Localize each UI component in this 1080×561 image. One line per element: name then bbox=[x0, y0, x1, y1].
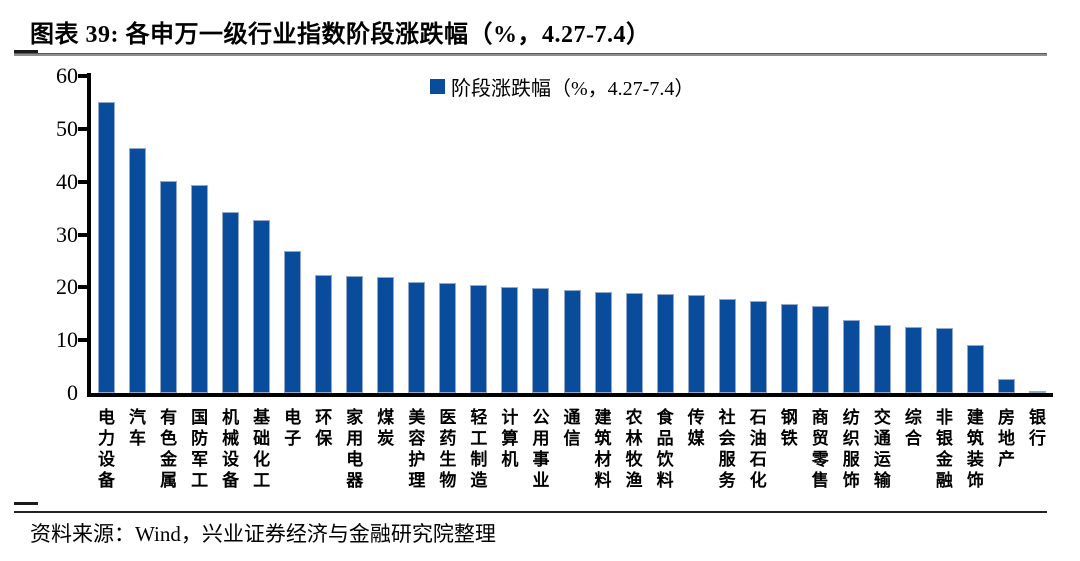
x-axis-label: 房地产 bbox=[997, 408, 1015, 469]
x-axis-label: 电力设备 bbox=[98, 408, 116, 490]
y-tick bbox=[78, 126, 87, 131]
x-axis-label: 社会服务 bbox=[718, 408, 736, 490]
x-axis-label: 医药生物 bbox=[439, 408, 457, 490]
bar bbox=[935, 328, 953, 393]
bar bbox=[594, 292, 612, 393]
divider-bottom bbox=[14, 511, 1047, 513]
y-tick-label: 60 bbox=[56, 63, 78, 88]
bar bbox=[997, 379, 1015, 393]
legend-swatch bbox=[430, 79, 445, 94]
bar bbox=[129, 148, 147, 393]
x-axis-label: 机械设备 bbox=[222, 408, 240, 490]
y-tick bbox=[78, 232, 87, 237]
x-axis-label: 美容护理 bbox=[408, 408, 426, 490]
bar bbox=[191, 185, 209, 393]
bar bbox=[253, 220, 271, 393]
legend-label: 阶段涨跌幅（%，4.27-7.4） bbox=[451, 78, 695, 100]
bar bbox=[656, 294, 674, 393]
x-axis-label: 建筑装饰 bbox=[966, 408, 984, 490]
bar bbox=[718, 299, 736, 393]
bar bbox=[904, 327, 922, 393]
x-axis-label: 商贸零售 bbox=[811, 408, 829, 490]
x-axis-label: 基础化工 bbox=[253, 408, 271, 490]
source-note: 资料来源：Wind，兴业证券经济与金融研究院整理 bbox=[30, 522, 496, 546]
y-tick-label: 10 bbox=[56, 327, 78, 353]
figure-title: 图表 39: 各申万一级行业指数阶段涨跌幅（%，4.27-7.4） bbox=[30, 22, 651, 48]
y-tick-label: 50 bbox=[56, 115, 78, 141]
x-axis-label: 传媒 bbox=[687, 408, 705, 448]
bar bbox=[532, 288, 550, 393]
bar bbox=[377, 277, 395, 393]
x-axis-label: 农林牧渔 bbox=[625, 408, 643, 490]
x-axis-label: 非银金融 bbox=[935, 408, 953, 490]
x-axis-label: 交通运输 bbox=[873, 408, 891, 490]
x-axis-label: 食品饮料 bbox=[656, 408, 674, 490]
legend: 阶段涨跌幅（%，4.27-7.4） bbox=[430, 72, 694, 101]
divider-top bbox=[14, 53, 1047, 56]
y-tick-label: 40 bbox=[56, 168, 78, 194]
x-axis-label: 建筑材料 bbox=[594, 408, 612, 490]
y-tick bbox=[78, 338, 87, 343]
x-axis-label: 通信 bbox=[563, 408, 581, 448]
x-axis-label: 银行 bbox=[1028, 408, 1046, 448]
bar bbox=[749, 301, 767, 393]
bar bbox=[408, 282, 426, 393]
x-axis-label: 石油石化 bbox=[749, 408, 767, 490]
x-axis-label: 电子 bbox=[284, 408, 302, 448]
x-axis-label: 煤炭 bbox=[377, 408, 395, 448]
y-tick bbox=[78, 179, 87, 184]
bar bbox=[966, 345, 984, 393]
x-axis-label: 家用电器 bbox=[346, 408, 364, 490]
y-tick bbox=[78, 285, 87, 290]
divider-dash-bottom bbox=[14, 502, 38, 505]
bar bbox=[501, 287, 519, 393]
y-tick-label: 30 bbox=[56, 221, 78, 247]
bar bbox=[98, 102, 116, 393]
bar bbox=[873, 325, 891, 393]
bar bbox=[811, 306, 829, 393]
bar bbox=[222, 212, 240, 393]
bar bbox=[687, 295, 705, 393]
x-axis-label: 国防军工 bbox=[191, 408, 209, 490]
x-axis-label: 综合 bbox=[904, 408, 922, 448]
x-axis-label: 公用事业 bbox=[532, 408, 550, 490]
y-axis-line bbox=[87, 73, 91, 397]
x-axis-line bbox=[87, 393, 1053, 397]
x-axis-label: 有色金属 bbox=[160, 408, 178, 490]
x-axis-label: 钢铁 bbox=[780, 408, 798, 448]
bar bbox=[625, 293, 643, 393]
bar bbox=[284, 251, 302, 393]
bar bbox=[842, 320, 860, 393]
x-axis-label: 汽车 bbox=[129, 408, 147, 448]
y-tick-label: 0 bbox=[67, 380, 78, 405]
x-axis-label: 环保 bbox=[315, 408, 333, 448]
y-tick-label: 20 bbox=[56, 274, 78, 300]
bar bbox=[563, 290, 581, 393]
bar bbox=[439, 283, 457, 393]
x-axis-label: 计算机 bbox=[501, 408, 519, 469]
bar bbox=[470, 285, 488, 393]
bar bbox=[780, 304, 798, 393]
bar bbox=[1028, 391, 1046, 393]
divider-dash-top bbox=[14, 50, 38, 53]
x-axis-label: 轻工制造 bbox=[470, 408, 488, 490]
y-tick bbox=[78, 74, 87, 78]
bar bbox=[160, 181, 178, 393]
x-axis-label: 纺织服饰 bbox=[842, 408, 860, 490]
bar bbox=[346, 276, 364, 393]
bar bbox=[315, 275, 333, 393]
